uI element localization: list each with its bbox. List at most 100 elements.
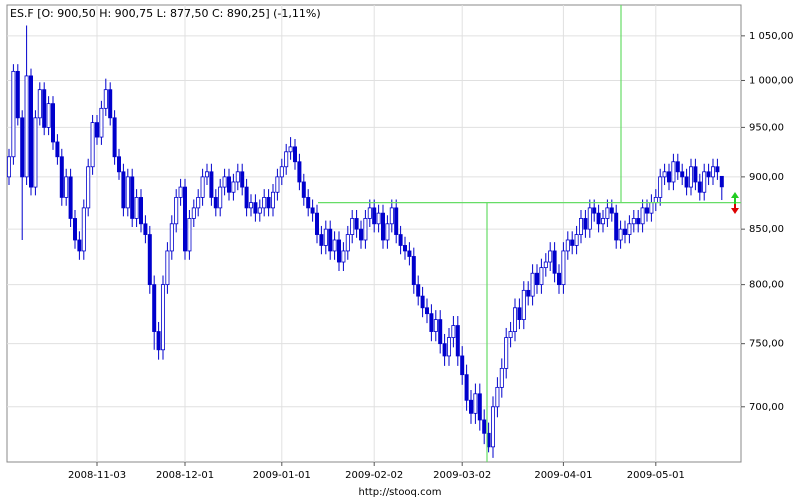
candle-body <box>658 176 663 198</box>
candle-body <box>86 166 91 209</box>
candle-body <box>218 186 223 209</box>
x-tick-label: 2009-04-01 <box>534 470 592 481</box>
candle-body <box>125 176 130 209</box>
candle-body <box>169 223 174 252</box>
candle-body <box>442 343 447 357</box>
candle-body <box>292 146 297 163</box>
candle-body <box>618 228 623 241</box>
candle-body <box>587 207 592 230</box>
candle-body <box>411 256 416 286</box>
x-tick-label: 2008-11-03 <box>68 470 126 481</box>
y-tick-label: 800,00 <box>749 280 784 291</box>
candle-body <box>288 146 293 153</box>
candle-body <box>209 171 214 198</box>
y-tick-label: 750,00 <box>749 339 784 350</box>
candle-body <box>631 218 636 225</box>
candle-body <box>20 117 25 178</box>
candle-body <box>174 197 179 225</box>
candle-body <box>601 218 606 225</box>
candle-body <box>15 70 20 119</box>
candle-body <box>341 250 346 263</box>
candle-body <box>711 166 716 178</box>
candle-body <box>460 355 465 376</box>
candle-body <box>693 166 698 183</box>
candle-body <box>706 171 711 178</box>
candle-body <box>108 89 113 119</box>
candle-body <box>438 319 443 345</box>
candle-body <box>59 156 64 198</box>
candle-body <box>95 122 100 138</box>
candle-body <box>719 175 724 188</box>
candle-body <box>495 386 500 408</box>
candle-body <box>565 239 570 252</box>
candle-body <box>117 156 122 173</box>
candle-body <box>262 197 267 209</box>
candle-body <box>697 181 702 193</box>
candle-body <box>240 171 245 188</box>
candle-body <box>354 218 359 230</box>
up-arrow <box>731 192 739 198</box>
candle-body <box>310 207 315 214</box>
candle-body <box>614 212 619 241</box>
candle-body <box>222 176 227 188</box>
candle-body <box>235 171 240 183</box>
candle-body <box>385 223 390 241</box>
candle-body <box>636 218 641 225</box>
candle-body <box>623 228 628 235</box>
candle-body <box>684 176 689 188</box>
candle-body <box>24 75 29 178</box>
source-label: http://stooq.com <box>359 487 442 498</box>
candle-body <box>455 325 460 357</box>
candle-body <box>231 181 236 193</box>
candle-body <box>33 117 38 188</box>
candle-body <box>336 239 341 263</box>
candle-body <box>539 267 544 286</box>
candle-body <box>103 89 108 109</box>
candle-body <box>627 223 632 235</box>
candle-body <box>583 218 588 230</box>
candle-body <box>73 218 78 241</box>
candle-body <box>112 117 117 158</box>
candle-body <box>521 289 526 320</box>
candle-body <box>499 367 504 388</box>
candle-body <box>156 331 161 351</box>
candle-body <box>402 245 407 252</box>
candle-body <box>490 406 495 448</box>
candle-body <box>561 250 566 286</box>
candle-body <box>328 228 333 252</box>
candle-body <box>81 207 86 252</box>
candle-body <box>77 239 82 252</box>
candle-body <box>508 331 513 338</box>
candle-body <box>37 89 42 119</box>
candle-body <box>350 218 355 235</box>
candle-body <box>416 284 421 297</box>
candle-body <box>680 171 685 178</box>
candle-body <box>574 234 579 246</box>
candle-body <box>645 207 650 214</box>
x-tick-label: 2009-02-02 <box>345 470 403 481</box>
candle-body <box>477 393 482 421</box>
candle-body <box>548 250 553 263</box>
candle-body <box>504 337 509 369</box>
candle-body <box>248 202 253 209</box>
candle-body <box>51 103 56 143</box>
y-tick-label: 700,00 <box>749 402 784 413</box>
candle-body <box>270 191 275 209</box>
candle-body <box>596 212 601 225</box>
candle-body <box>55 141 60 158</box>
candle-body <box>319 234 324 246</box>
candle-body <box>667 171 672 183</box>
candle-body <box>702 171 707 193</box>
candle-body <box>297 161 302 183</box>
candle-body <box>557 272 562 286</box>
candle-body <box>213 197 218 209</box>
candle-body <box>420 295 425 309</box>
candle-body <box>244 186 249 209</box>
x-tick-label: 2009-01-01 <box>253 470 311 481</box>
candle-body <box>134 197 139 219</box>
candle-body <box>121 171 126 209</box>
candle-body <box>28 75 33 188</box>
candle-body <box>592 207 597 214</box>
candle-body <box>446 337 451 357</box>
